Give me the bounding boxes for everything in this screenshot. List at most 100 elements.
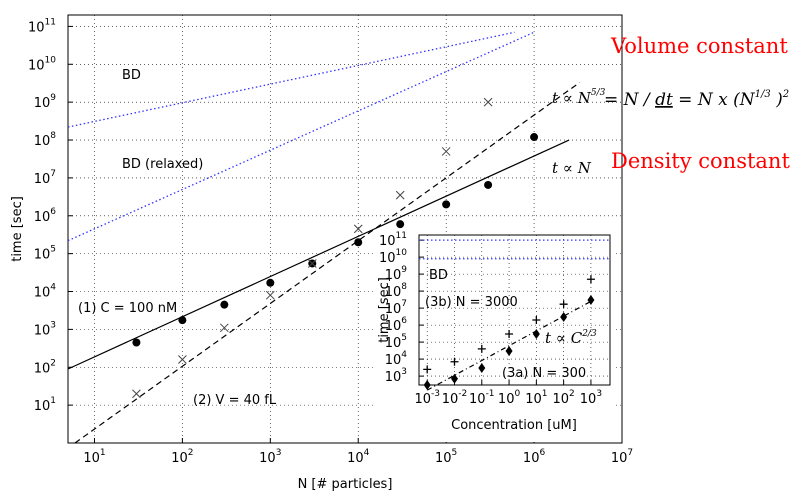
inset-x-tick-label: 103 (580, 389, 602, 407)
main-circle-point (354, 238, 363, 247)
main-ticks: 101 102 103 104 105 106 1071011021031041051061… (28, 17, 633, 466)
main-x-tick-label: 102 (171, 448, 193, 466)
equation-outer-exp: 2 (782, 89, 789, 100)
main-x-tick-label: 104 (347, 448, 370, 466)
main-x-point (265, 290, 275, 300)
main-y-tick-label: 1010 (28, 55, 56, 73)
main-y-tick-label: 107 (34, 169, 56, 187)
equation-prefix: = N / (604, 90, 655, 110)
inset-plus-point (423, 365, 432, 374)
main-x-point (483, 97, 493, 107)
main-x-point (132, 389, 141, 399)
inset-y-tick-label: 103 (385, 367, 407, 385)
density-constant-text: Density constant (611, 149, 790, 173)
inset-plus-point (505, 330, 514, 339)
inset-y-tick-label: 104 (385, 350, 408, 368)
t-prop-n-label: t ∝ N (552, 159, 592, 177)
inset-x-tick-label: 100 (498, 389, 521, 407)
inset-diamond-point (450, 373, 458, 384)
main-circle-point (132, 338, 141, 347)
bd-label: BD (122, 68, 141, 83)
main-y-tick-label: 102 (34, 358, 56, 376)
main-circle-point (396, 220, 405, 229)
equation-mid: = N x (N (673, 90, 756, 110)
inset-ticks: 10-3 10-2 10-1 100 101 102 1031031041051061071… (379, 231, 602, 407)
main-y-tick-label: 101 (34, 396, 56, 414)
inset-plot-frame (418, 234, 611, 386)
main-x-point (178, 355, 187, 364)
inset-y-tick-label: 109 (385, 265, 408, 283)
inset-diamond-point (478, 363, 486, 374)
c-condition-label: (1) C = 100 nM (78, 301, 177, 316)
inset-y-tick-label: 107 (385, 299, 407, 317)
main-y-tick-label: 105 (34, 245, 56, 263)
main-x-tick-label: 103 (259, 448, 281, 466)
inset-y-tick-label: 108 (385, 282, 408, 300)
inset-chart: 10-3 10-2 10-1 100 101 102 1031031041051061071… (375, 231, 615, 442)
inset-t-prop-c-label: t ∝ C2/3 (545, 329, 597, 347)
inset-y-tick-label: 105 (385, 333, 407, 351)
main-x-axis-label: N [# particles] (298, 477, 393, 492)
main-dotted-reference-line (67, 31, 535, 242)
inset-x-tick-label: 10-2 (442, 389, 468, 407)
main-chart: 101 102 103 104 105 106 1071011021031041051061… (10, 14, 633, 492)
t-prop-n53-base: t ∝ N (552, 89, 592, 107)
main-circle-point (220, 300, 229, 309)
main-x-tick-label: 106 (523, 448, 546, 466)
inset-diamond-point (560, 312, 568, 323)
main-y-axis-label: time [sec] (10, 196, 25, 262)
inset-x-tick-label: 101 (525, 389, 547, 407)
t-prop-n53-label: t ∝ N5/3 (552, 88, 606, 107)
inset-y-tick-label: 1011 (379, 231, 407, 249)
main-y-tick-label: 1011 (28, 17, 56, 35)
inset-plus-point (477, 344, 486, 353)
main-circle-point (530, 133, 539, 142)
equation-close: ) (771, 90, 783, 110)
main-circle-point (442, 200, 451, 209)
inset-plus-point (450, 357, 459, 366)
main-x-tick-label: 101 (83, 448, 105, 466)
main-x-point (307, 259, 317, 268)
inset-x-tick-label: 10-1 (469, 389, 495, 407)
inset-plus-point (532, 315, 541, 324)
main-x-tick-label: 107 (611, 448, 633, 466)
main-x-point (219, 323, 229, 333)
equation-inner-exp: 1/3 (755, 89, 771, 100)
main-x-point (353, 224, 363, 234)
inset-diamond-point (587, 295, 595, 306)
main-circle-point (266, 278, 275, 287)
bd-relaxed-label: BD (relaxed) (122, 157, 203, 172)
main-y-tick-label: 108 (34, 131, 57, 149)
inset-diamond-point (423, 380, 431, 390)
inset-y-tick-label: 1010 (379, 248, 407, 266)
main-x-point (395, 190, 405, 200)
main-markers (132, 97, 539, 399)
inset-diamond-point (532, 329, 540, 340)
main-circle-point (178, 316, 187, 325)
inset-x-tick-label: 102 (553, 389, 575, 407)
main-y-tick-label: 103 (34, 320, 56, 338)
main-solid-reference-line (67, 139, 570, 370)
scaling-equation: = N / dt = N x (N1/3 )2 (604, 89, 789, 110)
inset-y-axis-label: time [sec] (377, 277, 392, 343)
volume-constant-text: Volume constant (610, 34, 788, 58)
main-x-tick-label: 105 (435, 448, 457, 466)
inset-t-prop-c-base: t ∝ C (545, 329, 583, 347)
v-condition-label: (2) V = 40 fL (193, 393, 277, 408)
main-y-tick-label: 109 (34, 93, 57, 111)
inset-markers (423, 275, 595, 390)
main-grid (68, 15, 623, 443)
inset-bd-label: BD (429, 268, 448, 283)
inset-t-prop-c-exp: 2/3 (581, 329, 597, 339)
inset-n3000-label: (3b) N = 3000 (425, 295, 518, 310)
inset-x-tick-label: 10-3 (414, 389, 440, 407)
main-dotted-reference-line (67, 31, 515, 128)
inset-x-axis-label: Concentration [uM] (451, 418, 577, 433)
inset-n300-label: (3a) N = 300 (502, 366, 586, 381)
inset-diamond-point (505, 346, 513, 357)
main-circle-point (484, 180, 493, 189)
main-y-tick-label: 106 (34, 207, 57, 225)
main-x-point (441, 147, 451, 156)
main-lines (67, 31, 581, 444)
